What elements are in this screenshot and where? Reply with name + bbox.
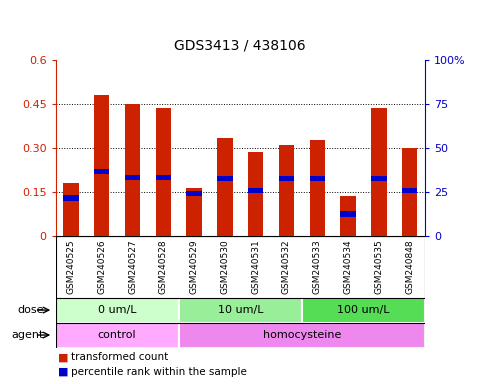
Bar [279,145,294,236]
Text: GSM240532: GSM240532 [282,240,291,294]
Text: GSM240535: GSM240535 [374,240,384,294]
Bar [94,95,110,236]
Bar [56,323,179,348]
Text: transformed count: transformed count [71,352,168,362]
Bar [341,197,356,236]
Bar [217,176,233,181]
Text: 10 um/L: 10 um/L [217,305,263,315]
Text: control: control [98,330,136,340]
Bar [56,298,179,323]
Text: agent: agent [11,330,43,340]
Text: GSM240530: GSM240530 [220,240,229,294]
Text: GSM240529: GSM240529 [190,240,199,294]
Bar [125,104,140,236]
Text: GSM240526: GSM240526 [97,240,106,294]
Text: GSM240848: GSM240848 [405,240,414,294]
Bar [179,298,302,323]
Bar [302,298,425,323]
Text: ■: ■ [58,352,69,362]
Bar [248,188,263,193]
Text: homocysteine: homocysteine [263,330,341,340]
Bar [125,175,140,180]
Bar [402,148,417,236]
Bar [186,191,202,196]
Text: 0 um/L: 0 um/L [98,305,136,315]
Bar [63,195,79,200]
Text: GDS3413 / 438106: GDS3413 / 438106 [174,39,306,53]
Bar [310,176,325,181]
Bar [341,212,356,217]
Text: GSM240527: GSM240527 [128,240,137,294]
Text: percentile rank within the sample: percentile rank within the sample [71,367,247,377]
Text: GSM240531: GSM240531 [251,240,260,294]
Bar [156,175,171,180]
Text: GSM240534: GSM240534 [343,240,353,294]
Bar [371,108,386,236]
Bar [179,323,425,348]
Bar [279,176,294,181]
Bar [186,188,202,236]
Text: GSM240533: GSM240533 [313,240,322,294]
Bar [310,141,325,236]
Bar [156,108,171,236]
Bar [371,176,386,181]
Bar [402,188,417,193]
Text: 100 um/L: 100 um/L [337,305,390,315]
Bar [94,169,110,174]
Bar [248,152,263,236]
Text: GSM240528: GSM240528 [159,240,168,294]
Bar [63,183,79,236]
Bar [217,137,233,236]
Text: dose: dose [17,305,43,315]
Text: GSM240525: GSM240525 [67,240,75,294]
Text: ■: ■ [58,367,69,377]
